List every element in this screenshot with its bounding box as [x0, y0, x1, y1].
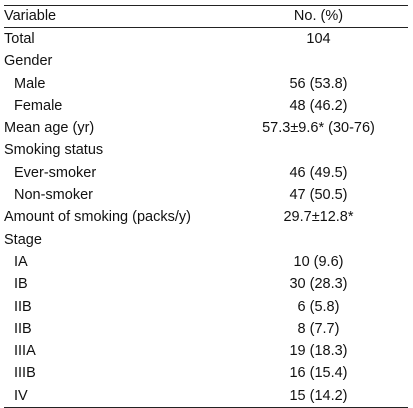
row-value: 104 [306, 31, 331, 47]
header-row: Variable No. (%) [4, 5, 408, 28]
table-row: Smoking status [4, 139, 408, 161]
row-label: Female [14, 97, 63, 114]
row-value: 29.7±12.8* [283, 209, 354, 226]
table-row: Amount of smoking (packs/y) 29.7±12.8* [4, 206, 408, 228]
row-value: 46 (49.5) [289, 164, 348, 181]
table-row: Ever-smoker 46 (49.5) [4, 162, 408, 184]
table-row: IIB 6 (5.8) [4, 296, 408, 318]
row-label: Stage [4, 231, 42, 248]
row-label: Smoking status [4, 142, 104, 159]
row-value [229, 50, 408, 72]
row-value [229, 229, 408, 251]
row-value: 19 (18.3) [289, 343, 348, 360]
row-value: 57.3±9.6* (30-76) [262, 120, 375, 137]
row-label: Non-smoker [14, 187, 93, 204]
row-label: Male [14, 75, 46, 92]
row-value: 30 (28.3) [289, 276, 348, 293]
table-row: Stage [4, 229, 408, 251]
row-label: IV [14, 387, 28, 404]
table-row: Total 104 [4, 28, 408, 51]
row-value: 6 (5.8) [297, 298, 340, 315]
row-label: Ever-smoker [14, 164, 97, 181]
table-row: Female 48 (46.2) [4, 95, 408, 117]
header-count-percent: No. (%) [293, 8, 344, 24]
table-row: Mean age (yr) 57.3±9.6* (30-76) [4, 117, 408, 139]
table-row: IV 15 (14.2) [4, 385, 408, 408]
row-label: Amount of smoking (packs/y) [4, 209, 191, 226]
row-label: IB [14, 276, 28, 293]
row-label: Mean age (yr) [4, 120, 95, 137]
table-row: Non-smoker 47 (50.5) [4, 184, 408, 206]
table-row: IIB 8 (7.7) [4, 318, 408, 340]
table-row: IIIB 16 (15.4) [4, 362, 408, 384]
row-label: IIB [14, 298, 32, 315]
row-value: 16 (15.4) [289, 365, 348, 382]
row-value: 47 (50.5) [289, 187, 348, 204]
table-row: IA 10 (9.6) [4, 251, 408, 273]
row-value: 8 (7.7) [297, 320, 340, 337]
row-value: 48 (46.2) [289, 97, 348, 114]
header-variable: Variable [4, 8, 57, 24]
table-row: IIIA 19 (18.3) [4, 340, 408, 362]
characteristics-table: Variable No. (%) Total 104 Gender Male 56 (5… [4, 5, 408, 408]
row-label: Gender [4, 53, 53, 70]
table-row: IB 30 (28.3) [4, 273, 408, 295]
table-row: Gender [4, 50, 408, 72]
table-body: Total 104 Gender Male 56 (53.8) Female 48 (46.… [4, 28, 408, 408]
row-label: Total [4, 31, 35, 47]
row-value: 56 (53.8) [289, 75, 348, 92]
row-label: IIB [14, 320, 32, 337]
row-value: 15 (14.2) [289, 387, 348, 404]
table-row: Male 56 (53.8) [4, 73, 408, 95]
row-value: 10 (9.6) [293, 253, 344, 270]
row-value [229, 139, 408, 161]
row-label: IA [14, 253, 28, 270]
row-label: IIIA [14, 343, 36, 360]
row-label: IIIB [14, 365, 36, 382]
table-header: Variable No. (%) [4, 5, 408, 28]
